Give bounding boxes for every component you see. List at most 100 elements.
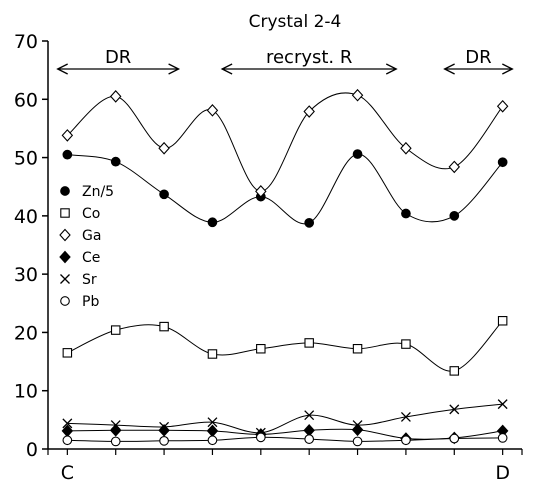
y-tick-label: 50: [14, 148, 38, 170]
data-point-pb: [401, 435, 411, 446]
data-point-sr: [449, 404, 460, 415]
data-point-ga: [448, 160, 461, 174]
data-point-pb: [255, 432, 266, 443]
data-point-ga: [61, 129, 74, 142]
y-tick-label: 10: [14, 381, 38, 403]
data-point-co: [159, 321, 169, 332]
data-point-sr: [497, 399, 508, 410]
data-point-ga: [206, 104, 219, 117]
legend-marker: [59, 228, 71, 242]
y-tick-label: 0: [26, 439, 38, 461]
data-point-ga: [351, 88, 364, 102]
legend-item-ga: Ga: [59, 228, 101, 244]
series-line-pb: [67, 436, 503, 442]
arrow-head-left: [220, 63, 233, 75]
legend-item-co: Co: [60, 206, 100, 222]
data-point-ga: [109, 90, 122, 103]
legend-item-sr: Sr: [60, 272, 97, 288]
data-point-sr: [110, 420, 121, 431]
x-end-label-start: C: [61, 462, 74, 484]
annotations: DR recryst. R DR: [56, 47, 514, 75]
legend-item-ce: Ce: [59, 250, 100, 266]
data-point-ga: [255, 185, 267, 198]
x-end-label-end: D: [495, 462, 510, 484]
arrow-head-right: [168, 63, 181, 75]
axes: 0 10 20 30 40 50 60 70 C D: [14, 31, 523, 484]
series-pb: [62, 432, 508, 447]
series-layer: [61, 88, 509, 447]
data-point-co: [304, 338, 314, 348]
y-tick-label: 40: [14, 206, 38, 228]
data-point-pb: [207, 435, 218, 446]
arrow-head-right: [502, 63, 514, 75]
data-point-pb: [449, 433, 460, 444]
legend-marker: [59, 250, 71, 264]
data-point-pb: [110, 436, 121, 447]
data-point-zn-5: [62, 149, 73, 160]
data-point-co: [110, 325, 121, 335]
y-tick-label: 60: [14, 89, 38, 111]
data-point-pb: [352, 436, 363, 447]
chart-title: Crystal 2-4: [249, 12, 342, 32]
data-point-ga: [158, 141, 170, 155]
legend-item-pb: Pb: [60, 294, 99, 310]
data-point-sr: [159, 421, 170, 432]
data-point-ce: [206, 424, 219, 438]
series-co: [62, 316, 508, 376]
data-point-ga: [303, 105, 315, 118]
data-point-co: [449, 366, 460, 376]
data-point-ce: [109, 424, 122, 437]
series-zn-5: [62, 149, 508, 228]
arrow-head-right: [385, 63, 398, 75]
data-point-co: [207, 349, 218, 359]
series-line-zn-5: [67, 153, 504, 225]
legend-marker: [60, 274, 70, 284]
series-line-ga: [67, 92, 504, 192]
series-ga: [61, 88, 509, 198]
y-tick-label: 20: [14, 322, 38, 344]
data-point-ce: [303, 424, 315, 437]
data-point-zn-5: [497, 157, 508, 168]
annotation-label: DR: [465, 47, 491, 68]
data-point-pb: [159, 435, 169, 446]
annotation-label: DR: [105, 47, 131, 68]
data-point-co: [401, 339, 411, 349]
data-point-ga: [400, 141, 412, 155]
data-point-ga: [496, 99, 509, 113]
data-point-co: [256, 343, 266, 354]
arrow-head-left: [443, 63, 455, 75]
legend-label: Co: [82, 206, 100, 222]
data-point-pb: [304, 434, 315, 444]
legend: Zn/5 Co Ga Ce Sr Pb: [59, 184, 114, 310]
legend-marker: [60, 208, 70, 218]
annotation-label: recryst. R: [266, 47, 352, 68]
data-point-sr: [207, 417, 218, 428]
series-line-co: [67, 320, 504, 372]
data-point-pb: [497, 433, 508, 443]
legend-label: Pb: [82, 294, 99, 310]
data-point-co: [62, 348, 73, 358]
legend-label: Ce: [82, 250, 100, 266]
y-tick-label: 70: [14, 31, 38, 53]
data-point-sr: [400, 411, 411, 422]
data-point-co: [497, 316, 508, 326]
legend-marker: [60, 186, 70, 196]
data-point-zn-5: [352, 149, 363, 159]
data-point-ce: [158, 424, 170, 437]
data-point-sr: [352, 420, 363, 431]
series-line-sr: [67, 403, 503, 434]
data-point-zn-5: [401, 208, 411, 219]
arrow-head-left: [56, 63, 68, 75]
legend-label: Zn/5: [82, 184, 114, 200]
data-point-zn-5: [159, 189, 169, 200]
data-point-zn-5: [207, 217, 218, 228]
data-point-co: [352, 343, 363, 354]
data-point-sr: [62, 418, 73, 429]
data-point-sr: [304, 410, 315, 421]
data-point-pb: [62, 435, 73, 446]
series-sr: [62, 399, 508, 438]
legend-item-zn-5: Zn/5: [60, 184, 114, 200]
legend-label: Ga: [82, 228, 101, 244]
y-tick-label: 30: [14, 264, 38, 286]
